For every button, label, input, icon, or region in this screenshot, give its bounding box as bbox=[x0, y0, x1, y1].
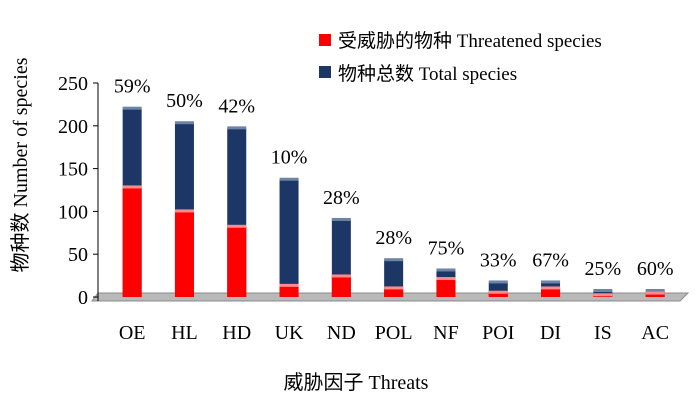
bar-total-UK bbox=[279, 179, 299, 297]
bar-threatened-top-OE bbox=[122, 185, 142, 189]
x-tick-label-AC: AC bbox=[641, 322, 669, 344]
bar-threatened-HL bbox=[174, 211, 194, 297]
percentage-label-ND: 28% bbox=[323, 187, 360, 209]
legend-label-threatened: 受威胁的物种 Threatened species bbox=[338, 30, 602, 52]
y-tick-label: 100 bbox=[58, 201, 88, 223]
x-tick-label-OE: OE bbox=[119, 322, 146, 344]
percentage-label-IS: 25% bbox=[585, 258, 622, 280]
x-axis-title: 威胁因子 Threats bbox=[284, 371, 429, 394]
percentage-label-POL: 28% bbox=[375, 227, 412, 249]
x-tick-label-POI: POI bbox=[482, 322, 514, 344]
percentage-label-HD: 42% bbox=[218, 95, 255, 117]
bar-threatened-UK bbox=[279, 285, 299, 297]
bar-total-top-POI bbox=[488, 280, 508, 284]
bar-threatened-top-POI bbox=[488, 290, 508, 294]
bar-threatened-HD bbox=[227, 226, 247, 297]
bar-threatened-top-HD bbox=[227, 224, 247, 228]
y-tick-label: 250 bbox=[58, 73, 88, 95]
percentage-label-AC: 60% bbox=[637, 258, 674, 280]
y-tick-label: 150 bbox=[58, 159, 88, 181]
percentage-label-HL: 50% bbox=[166, 90, 203, 112]
percentage-labels: 59% 50% 42% 10% 28% 28% 75% 33% 67% 25% 60% bbox=[114, 76, 674, 280]
y-tick-label: 50 bbox=[68, 244, 88, 266]
bar-threatened-ND bbox=[331, 276, 351, 297]
legend-label-total: 物种总数 Total species bbox=[338, 63, 517, 85]
bar-threatened-NF bbox=[436, 279, 456, 297]
x-tick-label-HL: HL bbox=[171, 322, 198, 344]
percentage-label-OE: 59% bbox=[114, 76, 151, 98]
bar-total-top-AC bbox=[645, 289, 665, 293]
bar-threatened-POL bbox=[384, 288, 404, 297]
x-tick-labels: OE HL HD UK ND POL NF POI DI IS AC bbox=[119, 322, 669, 344]
x-tick-label-HD: HD bbox=[222, 322, 251, 344]
bar-threatened-top-IS bbox=[593, 293, 613, 297]
bar-total-top-IS bbox=[593, 289, 613, 293]
bar-threatened-POI bbox=[488, 292, 508, 297]
y-tick-label: 200 bbox=[58, 116, 88, 138]
bar-threatened-top-UK bbox=[279, 283, 299, 287]
bar-threatened-AC bbox=[645, 293, 665, 297]
legend: 受威胁的物种 Threatened species 物种总数 Total spe… bbox=[319, 30, 602, 85]
x-tick-label-DI: DI bbox=[540, 322, 561, 344]
x-tick-label-UK: UK bbox=[275, 322, 304, 344]
x-tick-label-NF: NF bbox=[433, 322, 459, 344]
bar-total-top-OE bbox=[122, 106, 142, 110]
percentage-label-NF: 75% bbox=[428, 237, 465, 259]
x-tick-label-ND: ND bbox=[327, 322, 356, 344]
bar-threatened-top-POL bbox=[384, 286, 404, 290]
bar-threatened-OE bbox=[122, 187, 142, 297]
bar-total-top-POL bbox=[384, 258, 404, 262]
y-axis-title: 物种数 Number of species bbox=[9, 57, 32, 272]
percentage-label-UK: 10% bbox=[271, 147, 308, 169]
bar-threatened-top-DI bbox=[541, 286, 561, 290]
y-tick-label: 0 bbox=[78, 287, 88, 309]
bar-total-top-HL bbox=[174, 121, 194, 125]
legend-swatch-threatened bbox=[319, 34, 331, 46]
bar-total-top-ND bbox=[331, 217, 351, 221]
x-tick-label-POL: POL bbox=[375, 322, 413, 344]
bar-total-top-HD bbox=[227, 126, 247, 130]
bar-total-top-DI bbox=[541, 280, 561, 284]
percentage-label-DI: 67% bbox=[532, 249, 569, 271]
percentage-label-POI: 33% bbox=[480, 249, 517, 271]
legend-swatch-total bbox=[319, 66, 331, 78]
bar-threatened-top-NF bbox=[436, 277, 456, 281]
bar-threatened-top-ND bbox=[331, 274, 351, 278]
bar-total-top-NF bbox=[436, 268, 456, 272]
bar-threatened-DI bbox=[541, 288, 561, 297]
bar-total-top-UK bbox=[279, 177, 299, 181]
bar-threatened-top-HL bbox=[174, 209, 194, 213]
x-tick-label-IS: IS bbox=[594, 322, 612, 344]
bar-threatened-top-AC bbox=[645, 291, 665, 295]
y-tick-labels: 0 50 100 150 200 250 bbox=[58, 73, 98, 309]
bars bbox=[122, 106, 665, 298]
